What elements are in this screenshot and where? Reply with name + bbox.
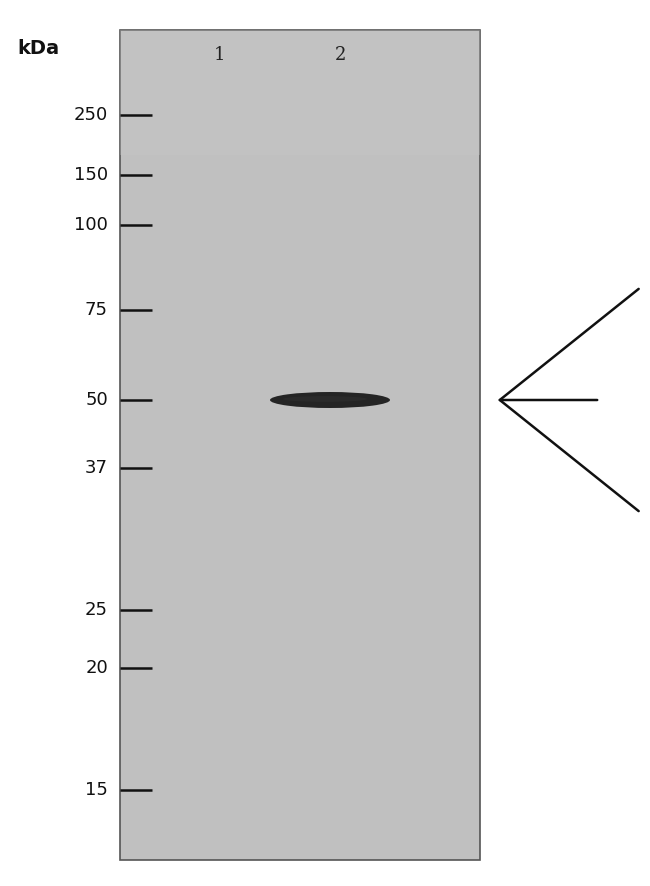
Bar	[120, 30, 480, 860]
Text: 250: 250	[73, 106, 108, 124]
Ellipse shape	[283, 396, 367, 401]
Text: 37: 37	[85, 459, 108, 477]
Text: 1: 1	[214, 46, 226, 64]
Text: 50: 50	[85, 391, 108, 409]
Text: 75: 75	[85, 301, 108, 319]
Text: 100: 100	[74, 216, 108, 234]
Text: 2: 2	[334, 46, 346, 64]
Text: 25: 25	[85, 601, 108, 619]
Text: 20: 20	[85, 659, 108, 677]
Bar	[120, 30, 480, 154]
Text: 15: 15	[85, 781, 108, 799]
Text: 150: 150	[74, 166, 108, 184]
Text: kDa: kDa	[17, 38, 59, 58]
Ellipse shape	[270, 392, 390, 408]
